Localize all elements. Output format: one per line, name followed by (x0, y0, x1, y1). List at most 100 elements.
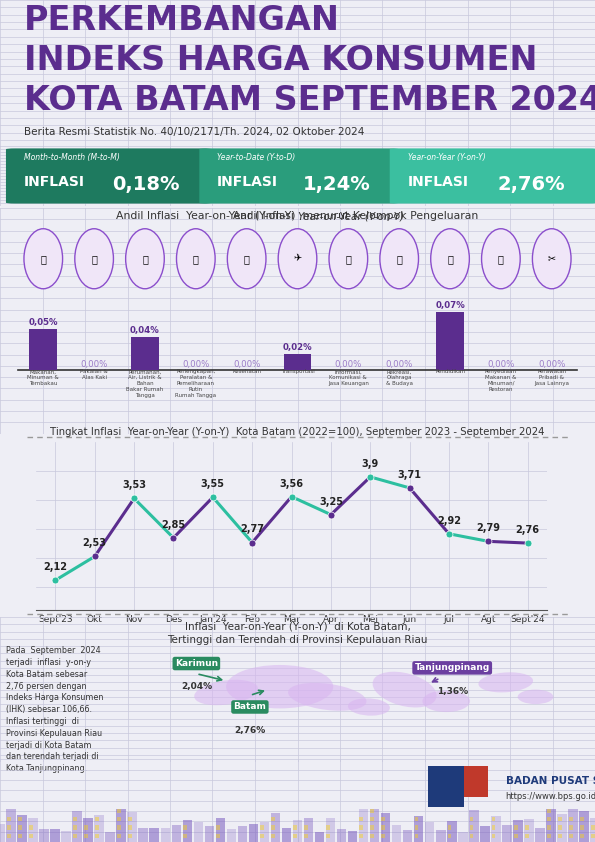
Bar (0, 823, 5, 842)
Text: 💊: 💊 (244, 253, 249, 264)
Bar (580, 825, 584, 829)
Bar (84, 834, 88, 838)
Text: 3,56: 3,56 (280, 478, 303, 488)
Text: 3,53: 3,53 (122, 480, 146, 490)
Bar (579, 811, 588, 842)
Bar (260, 834, 264, 838)
Bar (447, 834, 452, 838)
Text: 1,24%: 1,24% (303, 175, 370, 194)
Bar (547, 818, 550, 822)
Text: Pada  September  2024
terjadi  inflasi  y-on-y
Kota Batam sebesar
2,76 persen de: Pada September 2024 terjadi inflasi y-on… (6, 646, 104, 773)
Bar (183, 825, 187, 829)
Bar (95, 815, 104, 842)
Bar (469, 818, 474, 822)
Ellipse shape (372, 672, 437, 707)
Bar (271, 825, 275, 829)
Bar (568, 809, 578, 842)
Text: 2,92: 2,92 (437, 515, 461, 525)
Bar (371, 834, 374, 838)
Text: INFLASI: INFLASI (217, 175, 278, 189)
Bar (558, 834, 562, 838)
Ellipse shape (194, 679, 258, 706)
Circle shape (227, 229, 266, 289)
Bar (535, 829, 544, 842)
Circle shape (481, 229, 520, 289)
Bar (216, 834, 220, 838)
Text: 🍎: 🍎 (40, 253, 46, 264)
Bar (359, 818, 364, 822)
Bar (557, 813, 566, 842)
Text: 2,04%: 2,04% (181, 682, 212, 691)
Bar (117, 818, 121, 822)
Bar (480, 827, 490, 842)
Bar (326, 818, 336, 842)
Bar (95, 834, 99, 838)
Text: Andil Inflasi  Year-on-Year (Y-on-Y)  menurut Kelompok Pengeluaran: Andil Inflasi Year-on-Year (Y-on-Y) menu… (117, 210, 478, 221)
FancyBboxPatch shape (199, 148, 399, 204)
Bar (371, 818, 374, 822)
Circle shape (431, 229, 469, 289)
Bar (359, 809, 368, 842)
Ellipse shape (348, 698, 390, 716)
Text: 🎓: 🎓 (447, 253, 453, 264)
Bar (359, 834, 364, 838)
Bar (524, 819, 534, 842)
Bar (271, 834, 275, 838)
Text: ⚽: ⚽ (396, 253, 402, 264)
Bar (105, 833, 115, 842)
Circle shape (329, 229, 368, 289)
Text: 0,05%: 0,05% (29, 318, 58, 327)
Ellipse shape (422, 690, 470, 712)
Text: Perawatan
Pribadi &
Jasa Lainnya: Perawatan Pribadi & Jasa Lainnya (534, 370, 569, 386)
Text: 0,02%: 0,02% (283, 343, 312, 352)
Bar (491, 817, 500, 842)
Bar (205, 826, 214, 842)
Bar (415, 825, 418, 829)
Bar (305, 834, 308, 838)
Bar (304, 818, 314, 842)
Bar (117, 808, 126, 842)
Ellipse shape (518, 690, 553, 704)
Text: 3,71: 3,71 (397, 470, 422, 480)
Bar (469, 825, 474, 829)
Bar (7, 809, 16, 842)
Text: 3,25: 3,25 (319, 497, 343, 507)
Text: Tingkat Inflasi  Year-on-Year (Y-on-Y)  Kota Batam (2022=100), September 2023 - : Tingkat Inflasi Year-on-Year (Y-on-Y) Ko… (50, 427, 545, 436)
Bar (127, 813, 137, 842)
Bar (117, 809, 121, 813)
Bar (128, 825, 132, 829)
Bar (249, 823, 258, 842)
Bar (161, 829, 170, 842)
Bar (458, 832, 468, 842)
Bar (580, 818, 584, 822)
Text: 0,00%: 0,00% (386, 360, 413, 369)
Text: Rekreasi,
Olahraga
& Budaya: Rekreasi, Olahraga & Budaya (386, 370, 413, 386)
Text: 2,76%: 2,76% (497, 175, 565, 194)
Bar (193, 822, 203, 842)
Text: https://www.bps.go.id: https://www.bps.go.id (506, 792, 595, 802)
Bar (281, 828, 291, 842)
Text: 2,85: 2,85 (161, 520, 186, 530)
Bar (491, 834, 496, 838)
Bar (415, 818, 418, 822)
Bar (29, 834, 33, 838)
Circle shape (177, 229, 215, 289)
Bar (447, 825, 452, 829)
Bar (381, 813, 390, 842)
Bar (7, 825, 11, 829)
Bar (18, 834, 21, 838)
Text: PERKEMBANGAN: PERKEMBANGAN (24, 4, 340, 37)
Bar (39, 829, 49, 842)
Text: 2,53: 2,53 (83, 538, 107, 548)
Ellipse shape (478, 672, 533, 692)
Circle shape (126, 229, 164, 289)
Bar (95, 818, 99, 822)
Text: Andil Inflasi: Andil Inflasi (233, 211, 298, 221)
Ellipse shape (226, 665, 333, 708)
Text: Berita Resmi Statistik No. 40/10/2171/Th. 2024, 02 Oktober 2024: Berita Resmi Statistik No. 40/10/2171/Th… (24, 126, 364, 136)
Bar (558, 818, 562, 822)
Circle shape (533, 229, 571, 289)
Text: ✈: ✈ (293, 253, 302, 264)
Bar (117, 834, 121, 838)
Bar (73, 818, 77, 822)
